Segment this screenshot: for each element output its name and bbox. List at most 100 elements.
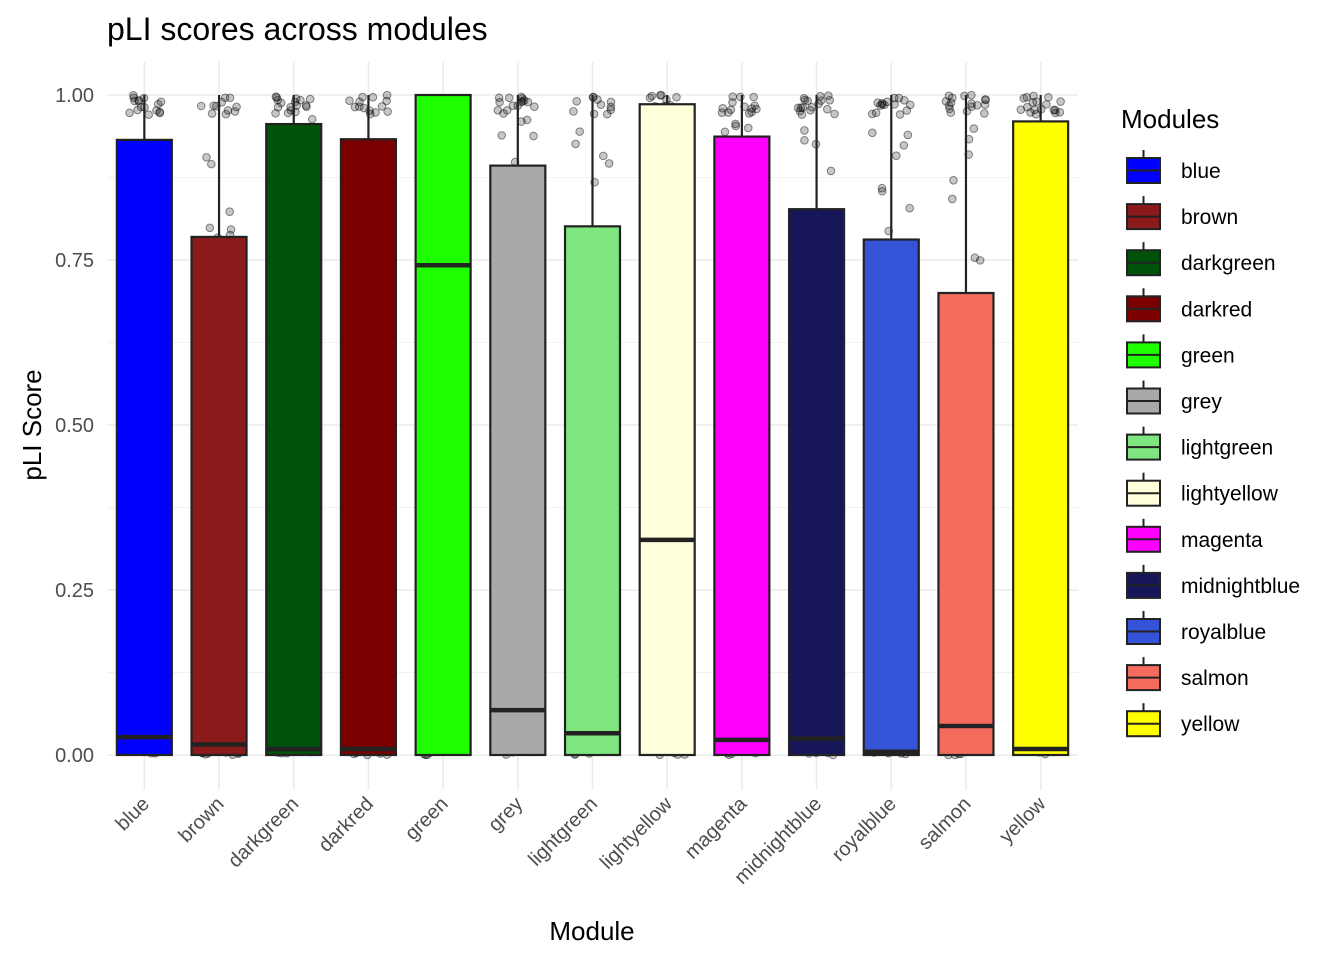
point	[822, 104, 832, 114]
point	[894, 93, 904, 103]
legend-label: grey	[1181, 391, 1222, 414]
point	[941, 97, 951, 106]
point	[301, 101, 311, 110]
point	[606, 97, 616, 107]
y-axis: 0.00 0.25 0.50 0.75 1.00	[55, 85, 94, 767]
point	[799, 93, 809, 103]
point	[795, 106, 805, 116]
point	[276, 98, 286, 108]
point	[967, 90, 976, 100]
point	[798, 103, 808, 112]
point	[575, 127, 585, 136]
point	[895, 110, 905, 119]
point	[153, 99, 163, 109]
point	[205, 223, 215, 233]
point	[747, 104, 757, 113]
point	[871, 108, 881, 118]
point	[891, 151, 901, 160]
x-tick-label: salmon	[914, 793, 975, 854]
point	[593, 95, 602, 104]
point	[1050, 105, 1060, 115]
point	[273, 95, 283, 105]
point	[1042, 100, 1051, 109]
point	[945, 104, 954, 114]
point	[825, 96, 835, 105]
point	[876, 101, 885, 110]
point	[726, 105, 736, 114]
box-blue	[115, 138, 173, 757]
point	[824, 91, 833, 101]
point	[230, 107, 240, 116]
x-tick-label: blue	[112, 793, 154, 835]
y-tick-label: 0.75	[55, 250, 94, 272]
box-salmon	[937, 291, 995, 757]
point	[529, 131, 538, 141]
legend-label: salmon	[1181, 667, 1249, 690]
point	[493, 106, 503, 115]
point	[223, 106, 233, 115]
point	[1022, 92, 1032, 102]
point	[355, 97, 364, 107]
x-tick-label: yellow	[995, 793, 1050, 848]
point	[972, 101, 982, 110]
box-lightgreen	[563, 225, 622, 757]
box-magenta	[713, 135, 771, 757]
point	[1049, 105, 1059, 115]
point	[272, 93, 281, 102]
point	[867, 109, 877, 119]
point	[880, 100, 889, 110]
point	[969, 124, 979, 133]
box-brown	[190, 235, 248, 757]
point	[903, 130, 913, 140]
point	[133, 105, 142, 115]
point	[305, 94, 315, 104]
point	[1026, 108, 1035, 117]
point	[129, 93, 139, 103]
point	[731, 121, 741, 131]
point	[878, 100, 887, 109]
point	[202, 153, 211, 162]
point	[504, 93, 514, 103]
point	[947, 194, 957, 204]
point	[946, 98, 956, 107]
point	[877, 99, 887, 108]
point	[283, 108, 293, 118]
box-midnightblue	[787, 208, 846, 757]
x-axis-title: Module	[549, 916, 634, 946]
point	[345, 96, 354, 105]
point	[494, 93, 504, 103]
point	[522, 115, 532, 125]
point	[271, 108, 280, 118]
point	[949, 175, 958, 185]
point	[877, 186, 887, 196]
point	[209, 101, 218, 110]
point	[960, 91, 969, 101]
point	[606, 102, 616, 112]
y-tick-label: 0.25	[55, 580, 94, 602]
point	[572, 96, 582, 106]
point	[645, 93, 655, 103]
point	[967, 99, 976, 109]
point	[377, 102, 387, 111]
point	[232, 102, 241, 112]
point	[744, 109, 754, 118]
point	[902, 106, 912, 115]
chart-title: pLI scores across modules	[107, 11, 488, 47]
point	[728, 98, 737, 107]
point	[221, 109, 231, 119]
y-tick-label: 1.00	[55, 85, 94, 107]
point	[156, 97, 166, 107]
point	[602, 109, 612, 119]
x-tick-label: magenta	[681, 792, 752, 863]
legend-label: magenta	[1181, 529, 1263, 552]
point	[873, 98, 883, 108]
point	[606, 105, 616, 115]
legend-label: royalblue	[1181, 621, 1266, 644]
legend-label: lightyellow	[1181, 483, 1279, 506]
point	[497, 131, 507, 140]
point	[1032, 97, 1041, 106]
box-grey	[489, 164, 547, 757]
point	[371, 108, 380, 117]
point	[226, 225, 236, 234]
